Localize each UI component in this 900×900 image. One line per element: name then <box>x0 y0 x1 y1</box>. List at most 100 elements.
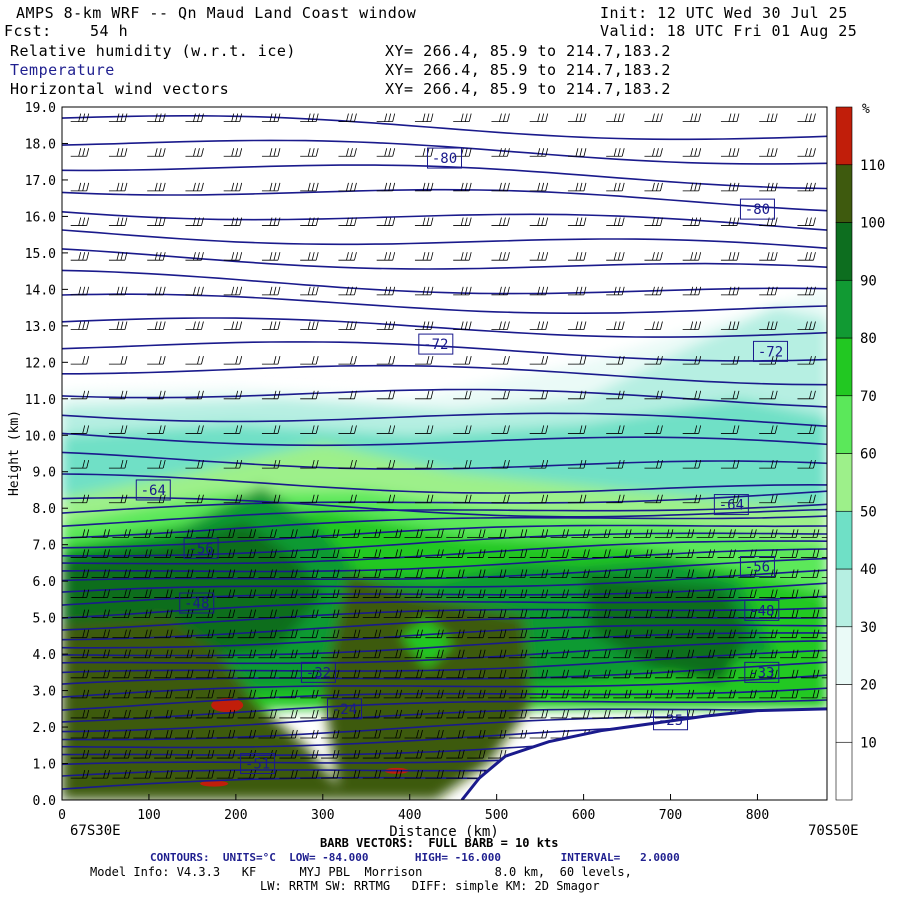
wind-barb <box>261 390 281 400</box>
barb-flag <box>566 629 569 638</box>
barb-flag <box>270 569 273 578</box>
barb-flag <box>165 609 169 618</box>
wind-barb <box>223 459 243 469</box>
barb-flag <box>82 182 86 191</box>
barb-flag <box>307 148 311 157</box>
barb-flag <box>607 709 611 719</box>
wind-barb <box>759 494 778 504</box>
barb-flag <box>503 286 506 295</box>
barb-flag <box>395 589 399 598</box>
barb-flag <box>416 609 419 618</box>
barb-flag <box>332 749 336 759</box>
barb-flag <box>82 113 86 122</box>
barb-flag <box>436 609 440 618</box>
wind-barb <box>216 729 236 739</box>
barb-flag <box>537 286 541 295</box>
barb-flag <box>120 321 124 330</box>
wind-barb <box>425 569 444 578</box>
barb-flag <box>617 390 621 399</box>
wind-barb <box>682 356 702 365</box>
wind-barb <box>362 749 382 759</box>
barb-flag <box>128 770 131 779</box>
wind-barb <box>112 770 131 779</box>
wind-barb <box>261 459 281 469</box>
barb-flag <box>273 459 277 469</box>
barb-flag <box>384 321 388 330</box>
barb-flag <box>273 494 277 503</box>
wind-barb <box>300 629 319 639</box>
barb-flag <box>86 494 90 503</box>
barb-flag <box>399 729 403 739</box>
barb-flag <box>541 569 545 578</box>
wind-barb <box>675 609 695 619</box>
wind-barb <box>362 770 382 779</box>
barb-flag <box>583 529 586 538</box>
barb-flag <box>791 569 795 578</box>
barb-flag <box>228 770 232 779</box>
barb-flag <box>583 589 586 598</box>
barb-flag <box>520 569 524 578</box>
wind-barb <box>195 709 215 719</box>
barb-flag <box>460 321 464 330</box>
barb-flag <box>378 729 382 739</box>
model-info-line-2: LW: RRTM SW: RRTMG DIFF: simple KM: 2D S… <box>260 879 600 893</box>
barb-flag <box>186 629 190 638</box>
wind-barb <box>738 589 757 598</box>
barb-flag <box>652 321 655 330</box>
wind-barb <box>529 113 549 122</box>
barb-flag <box>253 589 256 598</box>
barb-flag <box>524 529 528 538</box>
barb-flag <box>107 549 110 558</box>
barb-flag <box>520 709 524 719</box>
barb-flag <box>211 689 215 698</box>
barb-flag <box>315 113 319 122</box>
barb-flag <box>545 390 549 399</box>
barb-flag <box>694 425 698 434</box>
barb-flag <box>774 609 778 618</box>
barb-flag <box>736 252 740 261</box>
barb-flag <box>315 770 319 779</box>
barb-flag <box>712 669 715 678</box>
barb-flag <box>186 770 190 779</box>
wind-barb <box>175 709 194 719</box>
wind-barb <box>223 390 243 400</box>
barb-flag <box>228 549 232 558</box>
barb-flag <box>269 182 273 191</box>
barb-flag <box>607 629 611 638</box>
contour-label-box <box>135 479 171 501</box>
barb-flag <box>728 113 732 122</box>
wind-barb <box>571 629 590 639</box>
barb-flag <box>436 709 440 719</box>
barb-flag <box>235 459 239 469</box>
wind-barb <box>112 529 131 538</box>
barb-flag <box>120 182 124 191</box>
barb-flag <box>124 770 127 779</box>
wind-barb <box>550 629 569 639</box>
barb-flag <box>124 529 127 538</box>
barb-flag <box>374 669 378 678</box>
barb-flag <box>201 252 204 261</box>
barb-flag <box>315 390 319 399</box>
wind-barb <box>491 356 510 365</box>
contour-label-box <box>418 333 454 355</box>
barb-flag <box>562 689 565 698</box>
wind-barb <box>338 459 357 469</box>
barb-flag <box>201 459 204 469</box>
barb-flag <box>499 182 502 191</box>
wind-barb <box>279 729 298 739</box>
barb-flag <box>378 529 382 538</box>
wind-barb <box>362 689 382 699</box>
wind-barb <box>321 589 340 598</box>
barb-flag <box>499 321 502 330</box>
barb-flag <box>249 669 252 678</box>
wind-barb <box>571 529 590 538</box>
wind-barb <box>112 549 131 558</box>
barb-flag <box>169 749 173 759</box>
barb-flag <box>537 217 541 226</box>
wind-barb <box>571 569 590 578</box>
wind-barb <box>362 629 382 639</box>
wind-barb <box>529 589 549 598</box>
wind-barb <box>467 549 486 558</box>
barb-flag <box>416 709 419 719</box>
wind-barb <box>567 113 587 122</box>
